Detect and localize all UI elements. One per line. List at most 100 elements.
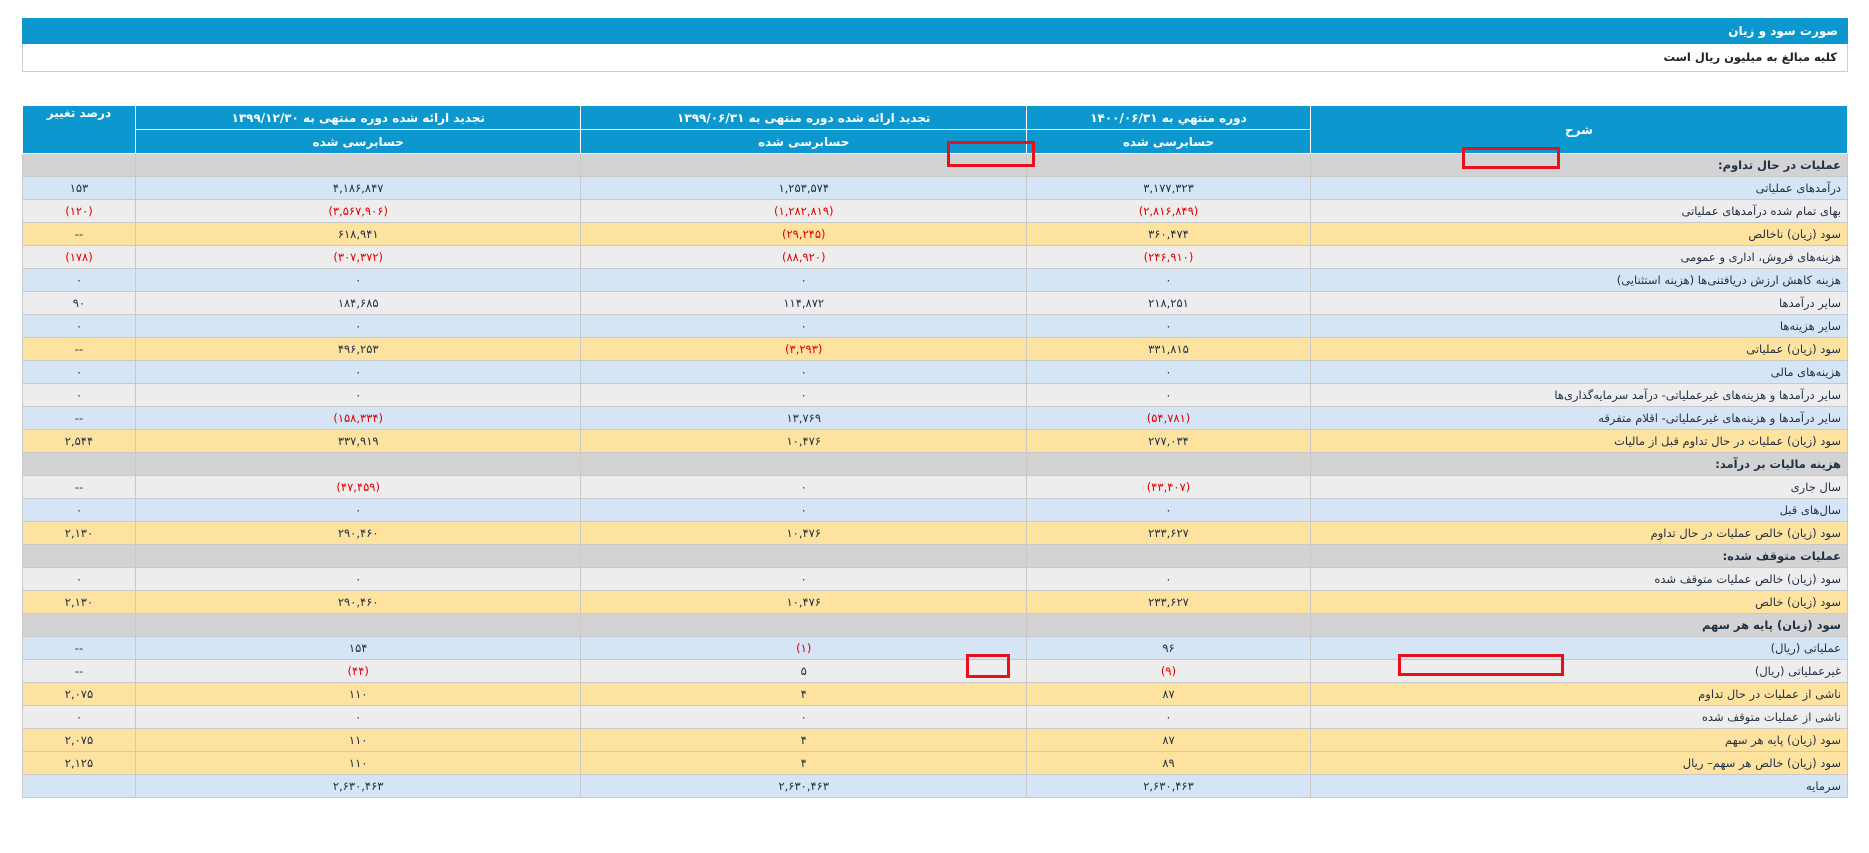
- table-row: سال‌های قبل ۰ ۰ ۰ ۰: [22, 498, 1849, 522]
- row-description: بهای تمام شده درآمدهای عملیاتی: [1309, 199, 1849, 223]
- cell-v3: ۴,۱۸۶,۸۴۷: [134, 176, 582, 200]
- cell-v1: ۳,۱۷۷,۳۲۳: [1026, 176, 1311, 200]
- cell-v3: [134, 544, 582, 568]
- row-description: سود (زیان) پایه هر سهم: [1309, 728, 1849, 752]
- cell-v4: ۱۵۳: [22, 176, 136, 200]
- row-description: هزینه مالیات بر درآمد:: [1309, 452, 1849, 476]
- table-row: سود (زیان) ناخالص ۳۶۰,۴۷۴ (۲۹,۲۴۵) ۶۱۸,۹۴۱-…: [22, 222, 1849, 246]
- row-description: سود (زیان) پایه هر سهم: [1309, 613, 1849, 637]
- cell-v1: ۰: [1026, 705, 1311, 729]
- cell-v3: ۲۹۰,۴۶۰: [134, 521, 582, 545]
- cell-v1: ۰: [1026, 383, 1311, 407]
- cell-v4: ۰: [22, 314, 136, 338]
- row-description: عملیات در حال تداوم:: [1309, 153, 1849, 177]
- cell-v2: ۰: [580, 567, 1028, 591]
- cell-v4: (۱۷۸): [22, 245, 136, 269]
- row-description: سود (زیان) عملیاتی: [1309, 337, 1849, 361]
- cell-v1: ۰: [1026, 268, 1311, 292]
- cell-v1: (۵۴,۷۸۱): [1026, 406, 1311, 430]
- row-description: درآمدهای عملیاتی: [1309, 176, 1849, 200]
- cell-v3: [134, 153, 582, 177]
- cell-v2: ۰: [580, 268, 1028, 292]
- cell-v2: ۰: [580, 383, 1028, 407]
- cell-v2: ۱۰,۴۷۶: [580, 590, 1028, 614]
- row-description: سایر درآمدها و هزینه‌های غیرعملیاتی- درآ…: [1309, 383, 1849, 407]
- row-description: سایر هزینه‌ها: [1309, 314, 1849, 338]
- cell-v2: ۴: [580, 728, 1028, 752]
- cell-v4: [22, 774, 136, 798]
- cell-v3: ۱۱۰: [134, 728, 582, 752]
- table-row: سود (زیان) عملیات در حال تداوم قبل از ما…: [22, 429, 1849, 453]
- report-title-bar: صورت سود و زیان: [22, 18, 1848, 44]
- table-row: سود (زیان) عملیاتی ۳۳۱,۸۱۵ (۳,۲۹۳) ۴۹۶,۲۵۳-…: [22, 337, 1849, 361]
- cell-v2: ۴: [580, 751, 1028, 775]
- cell-v1: ۰: [1026, 314, 1311, 338]
- cell-v4: ۲,۵۴۴: [22, 429, 136, 453]
- cell-v4: [22, 153, 136, 177]
- income-statement-table: شرح دوره منتهي به ۱۴۰۰/۰۶/۳۱ تجدید ارائه…: [22, 105, 1849, 798]
- cell-v2: [580, 544, 1028, 568]
- cell-v2: ۰: [580, 705, 1028, 729]
- cell-v2: (۸۸,۹۲۰): [580, 245, 1028, 269]
- cell-v4: ۲,۰۷۵: [22, 728, 136, 752]
- table-row: سایر درآمدها و هزینه‌های غیرعملیاتی- درآ…: [22, 383, 1849, 407]
- table-row: هزینه کاهش ارزش دریافتنی‌ها (هزینه استثن…: [22, 268, 1849, 292]
- cell-v2: ۱۰,۴۷۶: [580, 521, 1028, 545]
- table-row: درآمدهای عملیاتی ۳,۱۷۷,۳۲۳ ۱,۲۵۳,۵۷۴ ۴,۱۸۶,…: [22, 176, 1849, 200]
- cell-v3: ۲,۶۳۰,۴۶۳: [134, 774, 582, 798]
- col-header-restated-1399-12: تجدید ارائه شده دوره منتهی به ۱۳۹۹/۱۲/۳۰: [134, 105, 582, 130]
- cell-v4: [22, 613, 136, 637]
- col-subheader-audited: حسابرسی شده: [580, 129, 1028, 154]
- row-description: سود (زیان) خالص عملیات در حال تداوم: [1309, 521, 1849, 545]
- row-description: سود (زیان) خالص: [1309, 590, 1849, 614]
- cell-v1: ۹۶: [1026, 636, 1311, 660]
- row-description: سایر درآمدها: [1309, 291, 1849, 315]
- cell-v3: (۳۰۷,۳۷۲): [134, 245, 582, 269]
- cell-v4: ۲,۱۲۵: [22, 751, 136, 775]
- row-description: هزینه کاهش ارزش دریافتنی‌ها (هزینه استثن…: [1309, 268, 1849, 292]
- table-row: سال جاری (۴۳,۴۰۷) ۰ (۴۷,۴۵۹) --: [22, 475, 1849, 499]
- cell-v4: ۲,۱۳۰: [22, 590, 136, 614]
- cell-v2: ۴: [580, 682, 1028, 706]
- cell-v4: ۰: [22, 360, 136, 384]
- cell-v2: ۱۱۴,۸۷۲: [580, 291, 1028, 315]
- cell-v3: (۴۴): [134, 659, 582, 683]
- cell-v1: ۳۶۰,۴۷۴: [1026, 222, 1311, 246]
- row-description: سود (زیان) خالص هر سهم– ریال: [1309, 751, 1849, 775]
- col-header-description: شرح: [1309, 105, 1849, 154]
- cell-v4: ۰: [22, 498, 136, 522]
- cell-v3: [134, 452, 582, 476]
- table-row: هزینه‌های مالی ۰ ۰ ۰ ۰: [22, 360, 1849, 384]
- cell-v3: ۱۸۴,۶۸۵: [134, 291, 582, 315]
- cell-v4: ۲,۱۳۰: [22, 521, 136, 545]
- cell-v2: ۱۳,۷۶۹: [580, 406, 1028, 430]
- cell-v1: ۳۳۱,۸۱۵: [1026, 337, 1311, 361]
- row-description: غیرعملیاتی (ریال): [1309, 659, 1849, 683]
- cell-v1: ۲۳۳,۶۲۷: [1026, 590, 1311, 614]
- row-description: سایر درآمدها و هزینه‌های غیرعملیاتی- اقل…: [1309, 406, 1849, 430]
- cell-v3: ۰: [134, 567, 582, 591]
- cell-v3: [134, 613, 582, 637]
- cell-v3: ۰: [134, 383, 582, 407]
- row-description: سود (زیان) عملیات در حال تداوم قبل از ما…: [1309, 429, 1849, 453]
- cell-v1: ۰: [1026, 567, 1311, 591]
- cell-v1: ۲۱۸,۲۵۱: [1026, 291, 1311, 315]
- table-row: بهای تمام شده درآمدهای عملیاتی (۲,۸۱۶,۸۴۹…: [22, 199, 1849, 223]
- cell-v1: [1026, 613, 1311, 637]
- cell-v4: ۰: [22, 383, 136, 407]
- cell-v3: ۰: [134, 705, 582, 729]
- section-header-row: هزینه مالیات بر درآمد:: [22, 452, 1849, 476]
- cell-v1: ۰: [1026, 498, 1311, 522]
- row-description: ناشی از عملیات متوقف شده: [1309, 705, 1849, 729]
- cell-v1: ۸۷: [1026, 728, 1311, 752]
- cell-v1: (۹): [1026, 659, 1311, 683]
- cell-v4: --: [22, 222, 136, 246]
- cell-v1: (۲,۸۱۶,۸۴۹): [1026, 199, 1311, 223]
- cell-v1: [1026, 452, 1311, 476]
- cell-v1: [1026, 153, 1311, 177]
- table-row: سایر هزینه‌ها ۰ ۰ ۰ ۰: [22, 314, 1849, 338]
- cell-v2: (۱,۲۸۲,۸۱۹): [580, 199, 1028, 223]
- row-description: ناشی از عملیات در حال تداوم: [1309, 682, 1849, 706]
- cell-v3: ۰: [134, 314, 582, 338]
